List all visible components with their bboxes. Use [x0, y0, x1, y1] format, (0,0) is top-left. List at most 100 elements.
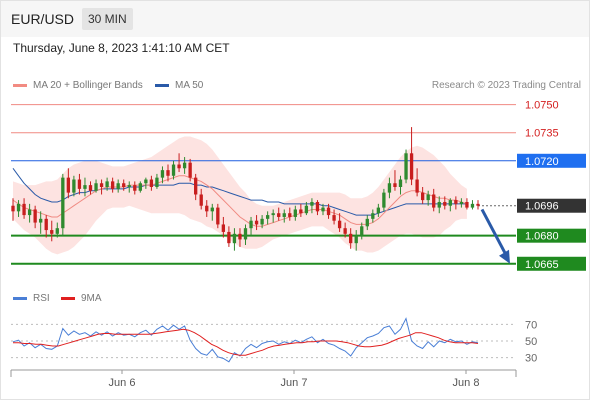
candle-body [160, 170, 165, 178]
candle-body [454, 200, 458, 204]
candle-body [138, 183, 142, 191]
rsi-ma-swatch [61, 297, 75, 300]
candle-body [387, 183, 392, 193]
candle-body [144, 179, 148, 184]
candle-body [265, 215, 270, 219]
candle-body [310, 201, 314, 206]
candle-body [448, 200, 452, 206]
candle-body [199, 194, 203, 206]
candle-body [122, 183, 126, 187]
level-label-1.0665: 1.0665 [525, 259, 559, 271]
candle-body [66, 177, 71, 193]
candle-body [77, 179, 82, 189]
candle-body [360, 226, 364, 236]
candle-body [382, 192, 386, 208]
candle-body [409, 153, 414, 180]
rsi-legend-label: RSI [33, 293, 50, 304]
candle-body [354, 235, 358, 244]
candle-body [105, 181, 109, 187]
candle-body [210, 207, 214, 212]
forecast-arrow-shaft [480, 208, 509, 258]
candle-body [127, 185, 131, 187]
candle-body [110, 181, 115, 189]
candle-body [282, 213, 286, 217]
candle-body [194, 177, 198, 195]
candle-body [254, 220, 259, 225]
candle-body [260, 218, 264, 225]
candle-body [321, 207, 325, 212]
candle-body [332, 215, 336, 221]
bollinger-band [13, 136, 467, 255]
candle-body [133, 185, 137, 191]
level-label-1.0735: 1.0735 [525, 128, 559, 140]
candle-body [221, 224, 226, 232]
candle-body [299, 209, 303, 214]
ma20-legend-label: MA 20 + Bollinger Bands [33, 80, 143, 91]
candle-body [426, 194, 430, 201]
candle-body [94, 183, 98, 191]
candle-body [293, 209, 297, 217]
candle-body [415, 179, 419, 193]
level-label-1.0680: 1.0680 [525, 231, 559, 243]
rsi-tick-label: 70 [525, 319, 537, 331]
candle-body [39, 218, 43, 223]
legend-ma20: MA 20 + Bollinger Bands [13, 80, 143, 91]
candle-body [171, 164, 176, 176]
level-tag-1.0720 [517, 153, 586, 168]
level-label-1.0720: 1.0720 [525, 156, 559, 168]
rsi-ma-legend-label: 9MA [81, 293, 102, 304]
legend-rsi: RSI [13, 293, 50, 304]
ma20-line [12, 175, 468, 227]
datetime-label: Thursday, June 8, 2023 1:41:10 AM CET [13, 41, 230, 55]
candle-body [349, 233, 353, 244]
x-tick-label: Jun 8 [453, 377, 480, 389]
candle-body [166, 170, 170, 176]
timeframe-badge[interactable]: 30 MIN [82, 8, 133, 30]
candle-body [476, 203, 480, 206]
candle-body [88, 185, 93, 191]
rsi-swatch [13, 297, 27, 300]
candle-body [238, 233, 242, 240]
candle-body [16, 203, 21, 212]
candle-body [243, 228, 248, 240]
candle-body [437, 201, 441, 208]
level-tag-1.0696 [517, 198, 586, 213]
candle-body [55, 228, 59, 234]
candle-body [326, 207, 331, 216]
candle-body [371, 213, 375, 219]
candle-body [33, 209, 37, 223]
candle-body [271, 213, 275, 216]
level-label-1.0696: 1.0696 [525, 201, 559, 213]
rsi-ma-line [13, 328, 479, 356]
candle-body [393, 183, 397, 187]
candle-body [465, 201, 469, 208]
symbol-label: EUR/USD [11, 11, 75, 27]
candle-body [216, 207, 220, 225]
rsi-line [12, 317, 479, 363]
candle-body [11, 205, 15, 212]
candle-body [61, 177, 65, 229]
candle-body [182, 162, 187, 169]
candle-body [99, 183, 104, 187]
candle-body [304, 205, 309, 214]
candle-body [50, 230, 54, 234]
candle-body [365, 218, 369, 227]
candle-body [149, 179, 154, 187]
level-tag-1.0680 [517, 228, 586, 243]
candle-body [376, 207, 381, 214]
candle-body [72, 179, 76, 193]
candle-body [404, 153, 408, 180]
ma50-line [12, 168, 467, 216]
candle-body [432, 194, 436, 208]
ma50-swatch [155, 84, 169, 87]
candle-body [27, 209, 32, 216]
candle-body [116, 183, 120, 189]
x-tick-label: Jun 7 [281, 377, 308, 389]
candle-body [277, 213, 281, 217]
candle-body [232, 233, 237, 244]
candle-body [398, 179, 403, 187]
candle-body [337, 220, 342, 229]
candle-body [420, 192, 425, 201]
legend-rsi-ma: 9MA [61, 293, 102, 304]
